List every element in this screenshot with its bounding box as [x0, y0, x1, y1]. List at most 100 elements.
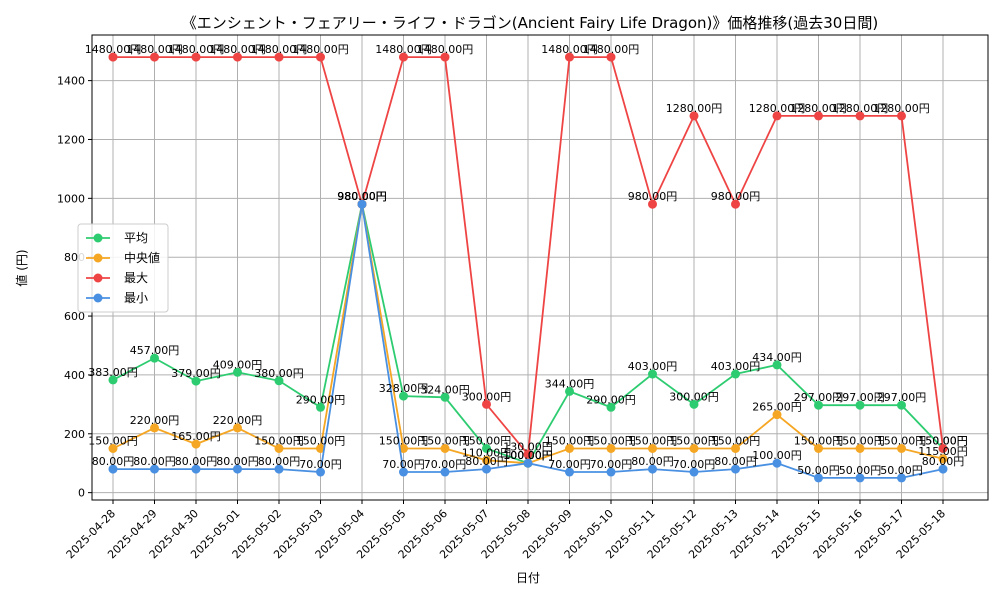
- data-label: 165.00円: [171, 430, 221, 443]
- data-point: [274, 464, 284, 474]
- data-label: 980.00円: [628, 190, 678, 203]
- data-label: 1480.00円: [375, 43, 432, 56]
- data-label: 70.00円: [673, 458, 716, 471]
- data-label: 150.00円: [420, 434, 470, 447]
- data-point: [274, 376, 284, 386]
- data-point: [399, 443, 408, 453]
- data-label: 265.00円: [752, 401, 802, 414]
- legend-marker: [93, 253, 103, 263]
- data-label: 980.00円: [337, 190, 387, 203]
- data-point: [606, 52, 616, 62]
- data-label: 290.00円: [296, 393, 346, 406]
- data-label: 150.00円: [296, 434, 346, 447]
- data-point: [399, 52, 408, 62]
- data-label: 80.00円: [92, 455, 135, 468]
- data-point: [938, 454, 948, 464]
- data-label: 70.00円: [590, 458, 633, 471]
- data-point: [316, 52, 325, 62]
- data-point: [191, 439, 201, 449]
- data-point: [565, 52, 574, 62]
- data-label: 80.00円: [922, 455, 965, 468]
- data-point: [814, 400, 823, 410]
- data-point: [150, 52, 159, 62]
- data-point: [565, 386, 574, 396]
- data-label: 980.00円: [337, 190, 387, 203]
- data-point: [565, 467, 574, 477]
- data-label: 80.00円: [175, 455, 218, 468]
- chart-title: 《エンシェント・フェアリー・ライフ・ドラゴン(Ancient Fairy Lif…: [182, 14, 878, 32]
- data-label: 80.00円: [216, 455, 259, 468]
- data-point: [731, 464, 740, 474]
- data-point: [191, 464, 201, 474]
- data-label: 290.00円: [586, 393, 636, 406]
- data-point: [814, 111, 823, 121]
- data-label: 115.00円: [918, 445, 968, 458]
- data-point: [772, 410, 782, 420]
- data-label: 80.00円: [631, 455, 674, 468]
- data-point: [731, 199, 740, 209]
- data-label: 150.00円: [379, 434, 429, 447]
- series-layer: [108, 52, 948, 483]
- data-point: [440, 52, 450, 62]
- data-point: [399, 467, 408, 477]
- data-label: 434.00円: [752, 351, 802, 364]
- data-point: [689, 399, 699, 409]
- data-label: 297.00円: [794, 391, 844, 404]
- y-tick-label: 1400: [57, 75, 85, 88]
- data-point: [648, 443, 657, 453]
- data-label: 100.00円: [503, 449, 553, 462]
- data-label: 379.00円: [171, 367, 221, 380]
- data-point: [606, 402, 616, 412]
- data-point: [150, 353, 159, 363]
- data-point: [233, 423, 242, 433]
- y-tick-label: 1000: [57, 192, 85, 205]
- data-point: [897, 443, 906, 453]
- data-point: [482, 443, 491, 453]
- data-label: 70.00円: [424, 458, 467, 471]
- data-point: [855, 400, 865, 410]
- data-point: [316, 467, 325, 477]
- data-point: [897, 473, 906, 483]
- data-label: 150.00円: [918, 434, 968, 447]
- data-label: 324.00円: [420, 383, 470, 396]
- legend-box: [77, 223, 169, 313]
- grid-layer: [92, 35, 988, 500]
- y-tick-label: 1200: [57, 133, 85, 146]
- data-label: 1480.00円: [251, 43, 308, 56]
- data-label: 150.00円: [835, 434, 885, 447]
- data-point: [274, 443, 284, 453]
- legend-label: 平均: [124, 231, 148, 245]
- data-point: [523, 458, 533, 468]
- data-point: [108, 375, 118, 385]
- data-label: 300.00円: [669, 390, 719, 403]
- data-point: [855, 473, 865, 483]
- data-label: 344.00円: [545, 377, 595, 390]
- data-point: [606, 467, 616, 477]
- data-label: 220.00円: [213, 414, 263, 427]
- data-point: [316, 402, 325, 412]
- data-point: [772, 360, 782, 370]
- y-tick-label: 0: [78, 487, 85, 500]
- data-point: [938, 464, 948, 474]
- data-label: 1480.00円: [541, 43, 598, 56]
- data-label: 328.00円: [379, 382, 429, 395]
- data-label: 150.00円: [711, 434, 761, 447]
- data-label: 457.00円: [130, 344, 180, 357]
- data-label: 297.00円: [835, 391, 885, 404]
- data-point: [772, 458, 782, 468]
- data-point: [814, 443, 823, 453]
- data-point: [399, 391, 408, 401]
- y-axis-label: 値 (円): [14, 249, 29, 286]
- data-label: 1280.00円: [749, 102, 806, 115]
- legend-marker: [93, 233, 103, 243]
- data-label: 1480.00円: [168, 43, 225, 56]
- data-label: 150.00円: [628, 434, 678, 447]
- data-label: 150.00円: [669, 434, 719, 447]
- data-point: [689, 111, 699, 121]
- y-tick-label: 400: [64, 369, 85, 382]
- data-point: [523, 449, 533, 459]
- data-point: [191, 52, 201, 62]
